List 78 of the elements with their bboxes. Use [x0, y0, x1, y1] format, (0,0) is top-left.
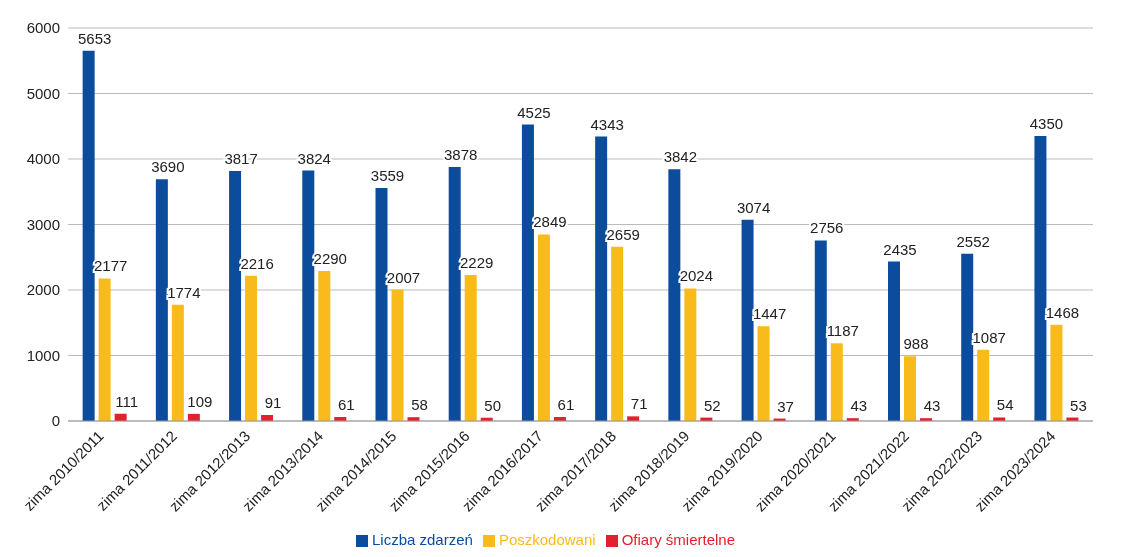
bar [155, 179, 168, 421]
bar [391, 289, 404, 421]
data-label: 2216 [240, 254, 274, 272]
bar [448, 166, 461, 421]
data-label: 53 [1070, 396, 1087, 414]
data-label: 3817 [224, 149, 258, 167]
bar [302, 170, 315, 421]
data-label: 2435 [883, 240, 917, 258]
data-label: 61 [337, 396, 355, 413]
bar [537, 234, 550, 421]
data-label: 71 [630, 395, 648, 413]
bar [741, 219, 754, 421]
bar [375, 187, 388, 421]
data-label: 2024 [679, 267, 714, 285]
bar [977, 349, 990, 421]
bar [1050, 324, 1063, 421]
bar [82, 50, 95, 421]
data-label: 4343 [590, 115, 624, 133]
data-label: 91 [264, 394, 282, 412]
bar [814, 240, 827, 421]
data-label: 54 [996, 396, 1014, 414]
bar [595, 136, 608, 421]
legend-label: Liczba zdarzeń [371, 531, 473, 548]
y-tick-label: 0 [51, 412, 60, 430]
y-tick-label: 3000 [26, 215, 60, 233]
data-label: 1774 [167, 283, 201, 301]
bar [757, 326, 770, 421]
data-label: 50 [484, 396, 502, 414]
legend-label: Poszkodowani [498, 531, 596, 548]
data-label: 1187 [826, 322, 859, 340]
legend-label: Ofiary śmiertelne [621, 531, 735, 548]
data-label: 4525 [517, 103, 551, 121]
bar [830, 343, 843, 421]
data-label: 3074 [736, 198, 771, 216]
bar [171, 304, 184, 421]
bar [318, 271, 331, 421]
bar [611, 246, 624, 421]
data-label: 2290 [313, 250, 347, 268]
data-label: 1468 [1045, 303, 1080, 321]
bar [464, 275, 477, 421]
data-label: 3842 [663, 148, 698, 166]
data-label: 2849 [533, 213, 567, 231]
data-label: 2659 [606, 225, 640, 243]
y-tick-label: 5000 [26, 84, 60, 102]
data-label: 5653 [77, 29, 112, 47]
data-label: 3690 [151, 158, 185, 176]
data-label: 3559 [370, 166, 405, 184]
y-tick-label: 4000 [26, 150, 60, 168]
bar [521, 124, 534, 421]
data-label: 2552 [956, 232, 990, 250]
bar [1034, 136, 1047, 421]
data-label: 2007 [386, 268, 421, 286]
data-label: 37 [777, 397, 794, 415]
data-label: 109 [187, 392, 213, 410]
bar [229, 170, 242, 421]
data-label: 3824 [297, 149, 331, 167]
data-label: 3878 [444, 145, 478, 163]
bar [961, 253, 974, 421]
data-label: 58 [411, 396, 428, 414]
data-label: 4350 [1029, 115, 1064, 133]
y-tick-label: 1000 [26, 346, 60, 364]
bar [668, 169, 681, 421]
data-label: 111 [115, 392, 139, 410]
data-label: 988 [903, 335, 929, 353]
y-tick-label: 6000 [26, 19, 60, 37]
bar [684, 288, 697, 421]
bar [888, 261, 900, 421]
data-label: 61 [557, 396, 575, 413]
y-tick-label: 2000 [26, 281, 60, 299]
bar [904, 356, 916, 421]
data-label: 43 [850, 397, 868, 415]
data-label: 1087 [972, 328, 1006, 346]
bar [245, 275, 258, 421]
data-label: 43 [923, 397, 941, 415]
data-label: 52 [704, 396, 721, 414]
data-label: 2756 [810, 219, 844, 237]
data-label: 1447 [752, 305, 787, 323]
bar [98, 278, 111, 421]
